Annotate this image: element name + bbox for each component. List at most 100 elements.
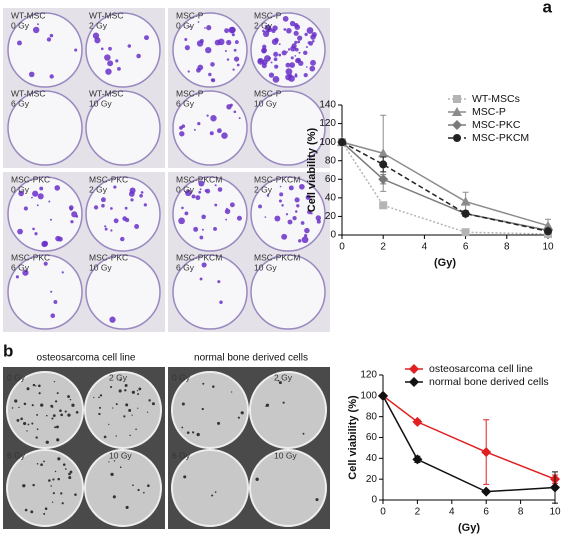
colony <box>278 381 282 385</box>
colony <box>282 15 289 22</box>
dish <box>172 90 248 166</box>
colony <box>93 396 95 399</box>
colony <box>127 44 132 48</box>
colony <box>197 121 201 126</box>
dish <box>85 12 161 88</box>
colony <box>229 103 233 107</box>
colony <box>195 195 201 201</box>
colony <box>266 27 270 31</box>
dish-label: 0 Gy <box>11 184 30 194</box>
dish-label: WT-MSC <box>11 10 45 20</box>
legend-label: WT-MSCs <box>472 93 520 105</box>
colony <box>16 418 20 422</box>
colony <box>143 491 145 494</box>
colony <box>52 414 56 418</box>
colony <box>183 475 187 479</box>
dish <box>84 449 162 527</box>
colony <box>23 206 28 211</box>
colony <box>53 380 56 383</box>
colony <box>18 406 20 409</box>
colony <box>99 394 103 397</box>
dish <box>7 90 83 166</box>
colony <box>51 501 54 503</box>
colony <box>24 508 28 512</box>
legend-marker <box>453 95 461 103</box>
colony <box>197 21 200 23</box>
colony <box>315 498 319 502</box>
colony <box>125 403 129 407</box>
colony <box>137 407 139 409</box>
colony <box>297 40 301 44</box>
colony <box>192 431 195 434</box>
colony <box>43 261 48 266</box>
colony <box>302 432 305 435</box>
colony <box>136 53 141 59</box>
colony <box>115 435 117 437</box>
colony <box>268 72 275 78</box>
colony <box>289 62 296 68</box>
colony <box>112 495 116 499</box>
colony <box>104 54 111 61</box>
colony <box>32 383 36 387</box>
colony <box>23 402 27 406</box>
colony <box>17 40 22 46</box>
colony <box>316 219 321 224</box>
colony <box>54 426 57 429</box>
y-tick-label: 20 <box>366 474 378 485</box>
colony <box>238 117 241 120</box>
colony <box>49 218 52 221</box>
colony <box>206 114 209 117</box>
colony <box>262 44 267 49</box>
colony <box>60 492 63 495</box>
marker <box>481 447 492 458</box>
colony <box>181 402 185 406</box>
colony <box>31 404 34 407</box>
colony <box>226 39 232 46</box>
colony <box>258 204 262 209</box>
colony <box>193 128 196 131</box>
marker <box>379 201 388 210</box>
colony <box>224 28 230 34</box>
x-tick-label: 4 <box>422 242 428 253</box>
colony <box>265 403 270 407</box>
colony <box>294 24 301 30</box>
colony <box>35 385 37 387</box>
colony <box>144 35 149 41</box>
colony <box>278 53 282 57</box>
y-tick-label: 100 <box>360 390 377 401</box>
colony <box>55 425 59 429</box>
colony <box>69 470 73 474</box>
colony <box>296 204 300 208</box>
x-axis-label: (Gy) <box>434 257 456 269</box>
colony <box>287 48 291 51</box>
colony <box>59 409 62 412</box>
y-tick-label: 80 <box>325 155 337 166</box>
marker <box>378 174 389 185</box>
colony <box>201 262 207 268</box>
colony <box>61 502 64 505</box>
colony <box>100 197 106 203</box>
colony <box>113 185 117 189</box>
colony <box>219 300 223 305</box>
y-tick-label: 100 <box>319 137 336 148</box>
y-tick-label: 60 <box>366 432 378 443</box>
colony <box>15 275 19 279</box>
colony <box>261 63 267 69</box>
colony <box>60 413 64 417</box>
dish-label: 10 Gy <box>109 450 132 460</box>
colony <box>273 57 278 62</box>
colony <box>231 33 235 37</box>
dish <box>6 371 84 449</box>
colony <box>305 66 308 68</box>
colony <box>124 383 128 387</box>
colony <box>108 46 112 51</box>
legend-label: osteosarcoma cell line <box>429 363 533 375</box>
colony <box>285 62 291 68</box>
colony <box>206 25 212 31</box>
legend-marker <box>409 377 419 387</box>
colony <box>36 413 39 416</box>
colony <box>44 507 48 510</box>
colony <box>272 25 278 31</box>
dish <box>172 176 248 252</box>
dish <box>84 371 162 449</box>
